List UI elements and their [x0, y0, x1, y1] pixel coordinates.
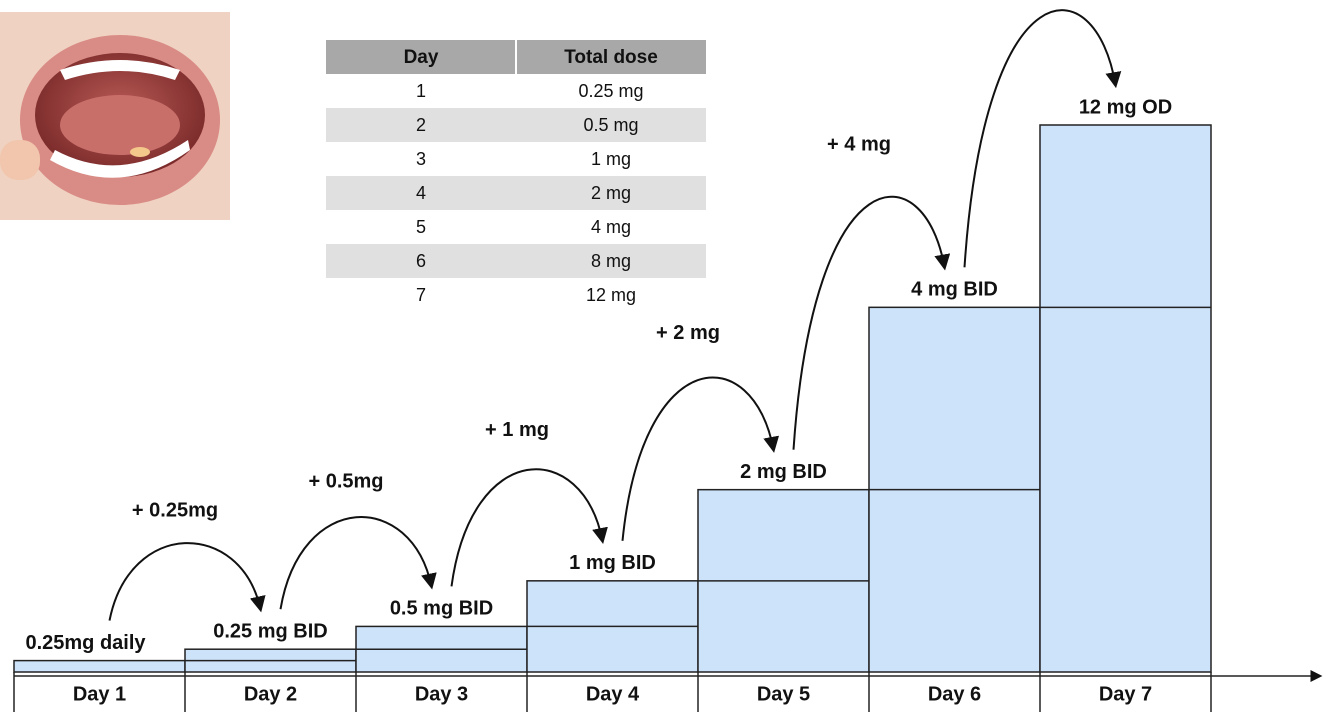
increment-arrow [450, 468, 608, 587]
x-tick-label: Day 4 [586, 683, 640, 705]
table-header-cell: Total dose [564, 47, 658, 68]
increment-arrow [792, 195, 951, 450]
table-cell: 12 mg [586, 285, 636, 305]
value-label: 0.5 mg BID [390, 598, 493, 620]
dose-table: Day Total dose 1 0.25 mg 2 0.5 mg 3 1 mg 4 2 mg 5 4… [326, 40, 706, 305]
table-cell: 1 [416, 81, 426, 101]
table-cell: 2 [416, 115, 426, 135]
table-row-bg [326, 176, 706, 210]
x-tick-label: Day 2 [244, 683, 297, 705]
table-cell: 4 [416, 183, 426, 203]
table-cell: 7 [416, 285, 426, 305]
step-bar [1039, 124, 1212, 673]
table-cell: 8 mg [591, 251, 631, 271]
increment-arrow [279, 516, 437, 610]
x-tick-label: Day 7 [1099, 683, 1152, 705]
mouth-illustration [0, 12, 230, 220]
table-cell: 0.25 mg [578, 81, 643, 101]
x-tick-label: Day 5 [757, 683, 810, 705]
increment-arrow [108, 542, 266, 621]
step-chart: 0.25mg daily Day 1 0.25 mg BID Day 2 0.5 mg … [13, 9, 1323, 712]
value-label: 1 mg BID [569, 552, 656, 574]
increment-arrow [621, 376, 780, 541]
increment-label: + 1 mg [485, 419, 549, 441]
table-cell: 4 mg [591, 217, 631, 237]
table-cell: 3 [416, 149, 426, 169]
value-label: 0.25mg daily [25, 632, 146, 654]
value-label: 2 mg BID [740, 461, 827, 483]
x-tick-label: Day 6 [928, 683, 981, 705]
table-cell: 5 [416, 217, 426, 237]
increment-arrow [963, 9, 1122, 268]
step-bar [13, 659, 186, 673]
table-cell: 6 [416, 251, 426, 271]
increment-label: + 4 mg [827, 134, 891, 156]
x-tick-label: Day 3 [415, 683, 468, 705]
value-label: 12 mg OD [1079, 96, 1172, 118]
x-tick-label: Day 1 [73, 683, 126, 705]
value-label: 0.25 mg BID [213, 620, 327, 642]
table-cell: 2 mg [591, 183, 631, 203]
table-cell: 1 mg [591, 149, 631, 169]
table-header-cell: Day [404, 47, 439, 68]
increment-label: + 2 mg [656, 322, 720, 344]
increment-label: + 0.25mg [132, 499, 218, 521]
table-row-bg [326, 108, 706, 142]
increment-label: + 0.5mg [308, 471, 383, 493]
value-label: 4 mg BID [911, 279, 998, 301]
table-row-bg [326, 244, 706, 278]
table-cell: 0.5 mg [583, 115, 638, 135]
